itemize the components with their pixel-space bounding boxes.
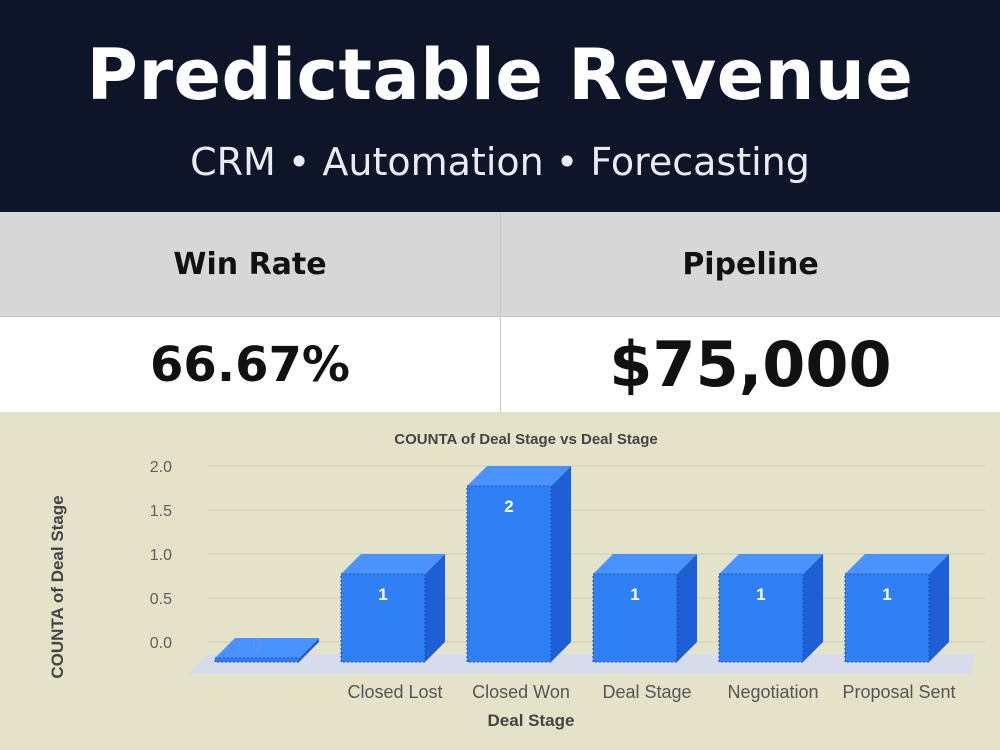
bar	[340, 573, 426, 663]
chart-panel: COUNTA of Deal Stage vs Deal Stage 2.0 1.…	[0, 412, 1000, 750]
bar-group: 2 Closed Won	[466, 466, 571, 702]
bar	[214, 657, 300, 663]
bar-side	[551, 466, 571, 662]
bar-top	[845, 554, 949, 574]
bar-group: 0	[214, 635, 319, 663]
bar-top	[341, 554, 445, 574]
bar	[592, 573, 678, 663]
x-tick-label: Negotiation	[727, 682, 818, 702]
kpi-value: 66.67%	[0, 317, 500, 412]
page-subtitle: CRM • Automation • Forecasting	[190, 140, 810, 184]
data-label: 0	[252, 635, 261, 654]
data-label: 1	[378, 585, 387, 604]
chart-title: COUNTA of Deal Stage vs Deal Stage	[394, 431, 657, 448]
kpi-pipeline: Pipeline $75,000	[500, 212, 1000, 412]
bar-group: 1 Proposal Sent	[842, 554, 956, 702]
kpi-win-rate: Win Rate 66.67%	[0, 212, 500, 412]
y-tick-label: 1.5	[150, 503, 172, 520]
bar-side	[929, 554, 949, 662]
y-tick-label: 0.0	[150, 635, 172, 652]
x-tick-label: Proposal Sent	[842, 682, 955, 702]
bar-side	[425, 554, 445, 662]
bar-chart: COUNTA of Deal Stage vs Deal Stage 2.0 1.…	[48, 431, 985, 730]
data-label: 1	[756, 585, 765, 604]
x-tick-label: Closed Lost	[347, 682, 442, 702]
bar	[466, 485, 552, 663]
y-tick-label: 1.0	[150, 547, 172, 564]
y-axis-title: COUNTA of Deal Stage	[48, 495, 67, 678]
page-title: Predictable Revenue	[86, 34, 914, 116]
bar-top	[719, 554, 823, 574]
kpi-value: $75,000	[501, 317, 1000, 412]
data-label: 1	[630, 585, 639, 604]
bar-group: 1 Deal Stage	[592, 554, 697, 702]
bar	[718, 573, 804, 663]
bar-group: 1 Closed Lost	[340, 554, 445, 702]
x-axis-title: Deal Stage	[488, 711, 575, 730]
x-tick-label: Deal Stage	[602, 682, 691, 702]
bar	[844, 573, 930, 663]
bar-side	[299, 638, 319, 662]
x-tick-label: Closed Won	[472, 682, 570, 702]
data-label: 2	[504, 497, 513, 516]
bar-group: 1 Negotiation	[718, 554, 823, 702]
bar-side	[803, 554, 823, 662]
bar-top	[467, 466, 571, 486]
bar-top	[215, 638, 319, 658]
header-banner: Predictable Revenue CRM • Automation • F…	[0, 0, 1000, 212]
kpi-label: Win Rate	[0, 212, 500, 317]
bar-side	[677, 554, 697, 662]
y-tick-label: 2.0	[150, 459, 172, 476]
y-tick-label: 0.5	[150, 591, 172, 608]
kpi-label: Pipeline	[501, 212, 1000, 317]
bar-top	[593, 554, 697, 574]
data-label: 1	[882, 585, 891, 604]
kpi-table: Win Rate 66.67% Pipeline $75,000	[0, 212, 1000, 412]
